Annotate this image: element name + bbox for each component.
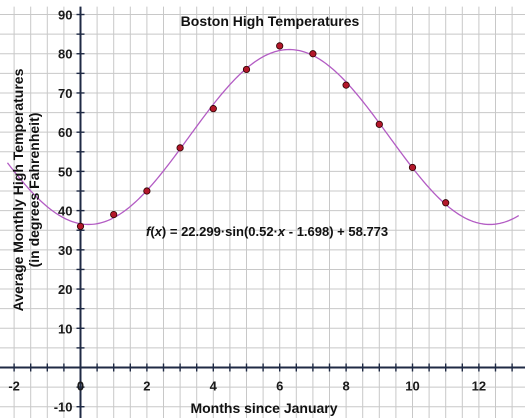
sine-fit-curve [6,48,520,226]
y-tick-label: 80 [58,47,72,62]
data-point [375,120,383,128]
y-tick-label: 10 [58,321,72,336]
y-axis-title-line-2: (in degrees Fahrenheit) [26,113,42,268]
regression-formula: f(x) = 22.299·sin(0.52·x - 1.698) + 58.7… [146,224,388,239]
grid [0,6,525,418]
axes [0,6,525,418]
y-tick-label: 30 [58,243,72,258]
formula-variable: x [154,224,163,239]
y-tick-label: 50 [58,164,72,179]
x-tick-label: -2 [8,379,20,394]
y-tick-label: -10 [54,400,73,415]
formula-middle: ) = 22.299·sin(0.52· [162,224,278,239]
formula-function-name: f [146,224,152,239]
y-tick-label: 40 [58,204,72,219]
y-tick-label: 60 [58,125,72,140]
ticks [13,13,513,408]
x-tick-label: 12 [472,379,486,394]
y-axis-title: Average Monthly High Temperatures (in de… [10,68,42,311]
formula-open-paren: ( [150,224,155,239]
chart-title: Boston High Temperatures [181,13,360,29]
data-point [143,187,151,195]
data-points [76,42,450,230]
y-axis-title-line-1: Average Monthly High Temperatures [10,68,26,311]
data-point [76,222,85,230]
data-point [110,210,118,219]
x-tick-label: 2 [143,379,150,394]
data-point [242,65,251,74]
y-tick-label: 20 [58,282,72,297]
data-point [176,144,184,152]
x-tick-label: 0 [77,379,84,394]
data-point [342,81,350,89]
y-tick-label: 90 [58,8,72,23]
x-axis-title: Months since January [190,400,337,416]
data-point [442,199,450,207]
formula-variable-2: x [277,224,286,239]
x-tick-label: 8 [342,379,349,394]
tick-labels: -2 0 2 4 6 8 10 12 -10 10 20 30 40 50 60 70 80 90 [8,8,486,415]
data-point [209,105,217,113]
formula-tail: - 1.698) + 58.773 [285,224,388,239]
x-tick-label: 10 [405,379,419,394]
x-tick-label: 4 [210,379,218,394]
data-point [408,163,417,172]
data-point [309,50,317,58]
x-tick-label: 6 [276,379,283,394]
data-point [276,42,284,50]
y-tick-label: 70 [58,86,72,101]
